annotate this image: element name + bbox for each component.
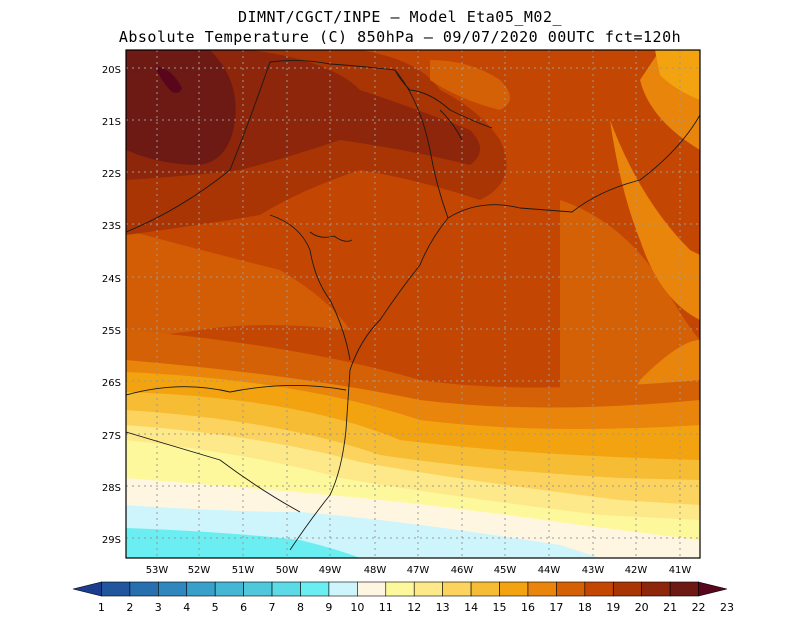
colorbar-swatch	[584, 581, 614, 597]
band-16-ne	[655, 50, 700, 100]
colorbar-swatch	[413, 581, 443, 597]
colorbar-label: 1	[98, 601, 105, 614]
lon-label-12: 41W	[669, 565, 692, 576]
lat-label-4: 24S	[102, 274, 121, 285]
colorbar-swatch	[442, 581, 472, 597]
colorbar-label: 12	[407, 601, 421, 614]
lon-label-6: 47W	[407, 565, 430, 576]
colorbar-label: 19	[606, 601, 620, 614]
lat-label-1: 21S	[102, 117, 121, 128]
lon-label-9: 44W	[538, 565, 561, 576]
reservoir-outline-2	[439, 109, 463, 141]
colorbar-label: 5	[212, 601, 219, 614]
lat-label-7: 27S	[102, 431, 121, 442]
map-title-line1: DIMNT/CGCT/INPE – Model Eta05_M02_	[237, 8, 563, 26]
colorbar-swatch	[612, 581, 642, 597]
lon-label-4: 49W	[319, 565, 342, 576]
colorbar-swatch	[669, 581, 699, 597]
colorbar: 1 2 3 4 5 6 7 8 9 10 11 12 13 14 15 16 17 18 19 20 21 22 23	[72, 581, 734, 614]
colorbar-label: 15	[493, 601, 507, 614]
lon-label-5: 48W	[364, 565, 387, 576]
band-22	[126, 50, 236, 165]
colorbar-swatch	[641, 581, 671, 597]
grid-lines	[126, 50, 700, 558]
colorbar-swatch	[300, 581, 330, 597]
colorbar-swatch	[357, 581, 387, 597]
colorbar-swatch	[101, 581, 131, 597]
colorbar-label: 2	[126, 601, 133, 614]
lat-label-3: 23S	[102, 221, 121, 232]
colorbar-label: 16	[521, 601, 535, 614]
lat-label-6: 26S	[102, 378, 121, 389]
state-border-sp-mg	[394, 69, 449, 219]
temperature-field	[126, 50, 700, 558]
colorbar-swatch	[385, 581, 415, 597]
lon-label-0: 53W	[146, 565, 169, 576]
state-border-sp-pr	[269, 214, 351, 361]
colorbar-swatch	[243, 581, 273, 597]
reservoir-outline	[309, 231, 353, 242]
colorbar-label: 6	[240, 601, 247, 614]
colorbar-swatch	[328, 581, 358, 597]
lat-label-9: 29S	[102, 535, 121, 546]
lon-label-1: 52W	[188, 565, 211, 576]
lon-label-2: 51W	[232, 565, 255, 576]
map-frame	[125, 49, 701, 559]
colorbar-swatch	[470, 581, 500, 597]
lon-label-11: 42W	[625, 565, 648, 576]
longitude-labels: 53W 52W 51W 50W 49W 48W 47W 46W 45W 44W …	[146, 565, 692, 576]
colorbar-label: 10	[350, 601, 364, 614]
lat-label-2: 22S	[102, 169, 121, 180]
colorbar-label: 14	[464, 601, 478, 614]
band-18-west	[126, 230, 350, 340]
lon-label-8: 45W	[494, 565, 517, 576]
colorbar-swatch	[214, 581, 244, 597]
colorbar-swatch	[129, 581, 159, 597]
lon-label-10: 43W	[582, 565, 605, 576]
colorbar-label: 13	[436, 601, 450, 614]
colorbar-label: 7	[269, 601, 276, 614]
coastal-pocket	[430, 60, 510, 110]
colorbar-label: 17	[549, 601, 563, 614]
map-title-line2: Absolute Temperature (C) 850hPa – 09/07/…	[118, 28, 682, 46]
latitude-labels: 20S 21S 22S 23S 24S 25S 26S 27S 28S 29S	[102, 65, 121, 546]
colorbar-swatch	[271, 581, 301, 597]
band-23	[155, 66, 182, 93]
colorbar-label: 23	[720, 601, 734, 614]
colorbar-label: 8	[297, 601, 304, 614]
colorbar-swatch	[72, 581, 102, 597]
lon-label-3: 50W	[276, 565, 299, 576]
state-border-pr-sc	[126, 385, 347, 396]
coastline-northeast	[447, 114, 700, 219]
colorbar-label: 22	[692, 601, 706, 614]
colorbar-swatch	[698, 581, 728, 597]
colorbar-label: 21	[663, 601, 677, 614]
state-border-sc-rs	[126, 431, 301, 513]
colorbar-label: 20	[635, 601, 649, 614]
colorbar-label: 4	[183, 601, 190, 614]
colorbar-label: 18	[578, 601, 592, 614]
colorbar-label: 11	[379, 601, 393, 614]
colorbar-label: 9	[325, 601, 332, 614]
colorbar-swatch	[158, 581, 188, 597]
colorbar-label: 3	[155, 601, 162, 614]
lat-label-5: 25S	[102, 326, 121, 337]
colorbar-swatch	[556, 581, 586, 597]
state-border-north	[126, 59, 493, 233]
lat-label-8: 28S	[102, 483, 121, 494]
coastline-south	[289, 217, 449, 551]
lat-label-0: 20S	[102, 65, 121, 76]
colorbar-swatch	[527, 581, 557, 597]
colorbar-swatch	[499, 581, 529, 597]
colorbar-swatch	[186, 581, 216, 597]
lon-label-7: 46W	[451, 565, 474, 576]
coastline-borders	[126, 59, 700, 551]
